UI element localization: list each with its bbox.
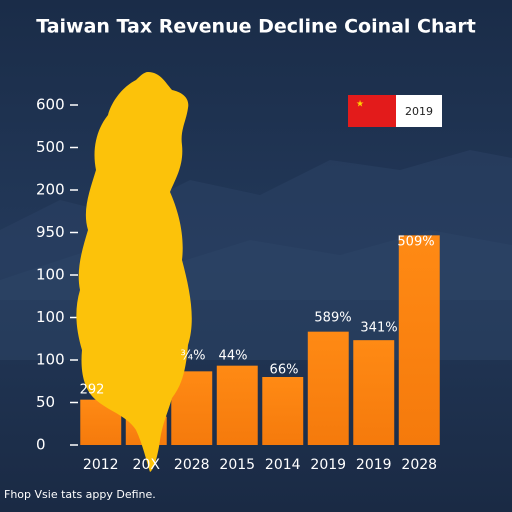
- y-axis-label: 200: [36, 181, 65, 199]
- bar-annotation: 44%: [219, 349, 248, 364]
- y-axis-label: 100: [36, 308, 65, 326]
- labels: 2012 20X 2028 2015 2014 2019 2019 2028 292 ¾% 44% 6…: [80, 235, 437, 474]
- bar-annotation: ¾%: [181, 349, 206, 364]
- x-tick-label: 2012: [83, 457, 119, 473]
- bar: [398, 235, 440, 445]
- y-axis-label: 500: [36, 138, 65, 156]
- bar-annotation: 589%: [314, 311, 351, 326]
- x-tick-label: 2019: [356, 457, 392, 473]
- bar: [353, 340, 395, 445]
- chart-title: Taiwan Tax Revenue Decline Coinal Chart: [36, 16, 476, 38]
- x-tick-label: 2014: [265, 457, 301, 473]
- y-axis-label: 50: [36, 393, 55, 411]
- y-axis-label: 0: [36, 436, 46, 454]
- legend: ★ 2019: [348, 95, 442, 127]
- x-tick-label: 20X: [133, 457, 161, 473]
- y-axis-label: 600: [36, 96, 65, 114]
- flag-star: ★: [356, 100, 364, 110]
- bar-annotation: 341%: [360, 321, 397, 336]
- bar-annotation: 66%: [270, 363, 299, 378]
- bar: [307, 331, 349, 445]
- legend-label: 2019: [405, 105, 433, 118]
- x-tick-label: 2015: [219, 457, 255, 473]
- taiwan-map: [76, 72, 192, 472]
- bar: [262, 377, 304, 445]
- y-axis-label: 100: [36, 266, 65, 284]
- flag: [348, 95, 396, 127]
- legend-box: [396, 95, 442, 127]
- bar-annotation: 509%: [397, 235, 434, 250]
- x-tick-label: 2028: [401, 457, 437, 473]
- x-tick-label: 2019: [310, 457, 346, 473]
- y-axis-label: 100: [36, 351, 65, 369]
- x-tick-label: 2028: [174, 457, 210, 473]
- bar-annotation: 292: [80, 383, 105, 398]
- footer: Fhop Vsie tats appy Define.: [4, 488, 156, 501]
- y-axis-label: 950: [36, 223, 65, 241]
- bar: [216, 365, 258, 445]
